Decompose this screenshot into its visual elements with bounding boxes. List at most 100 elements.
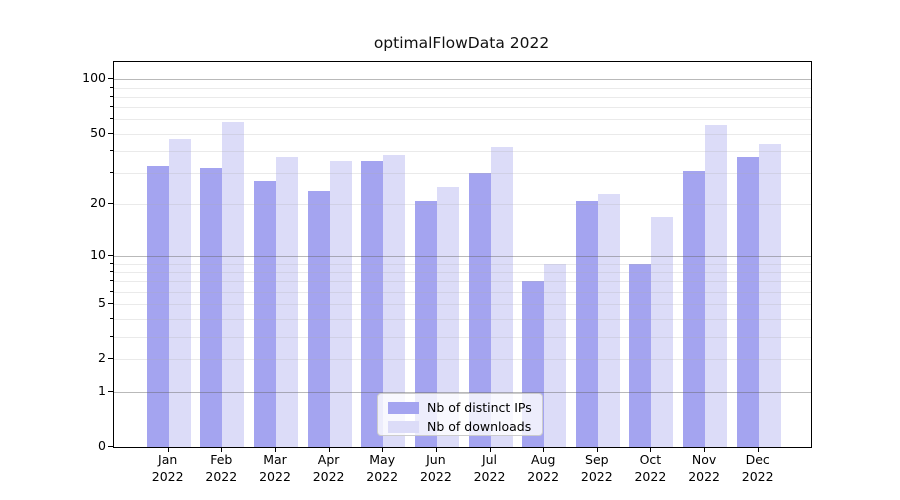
y-tick-label-100: 100 xyxy=(82,70,106,86)
bar-apr-downloads xyxy=(329,161,352,447)
x-tick-mark-nov xyxy=(704,447,706,452)
gridline-y-80 xyxy=(114,96,811,98)
legend-item-distinct-ips: Nb of distinct IPs xyxy=(388,399,542,416)
x-tick-label-jun: Jun 2022 xyxy=(419,452,452,484)
y-minor-tick-mark xyxy=(110,290,113,292)
y-tick-label-5: 5 xyxy=(98,295,106,311)
y-minor-tick-mark xyxy=(110,270,113,272)
bar-nov-downloads xyxy=(705,124,728,447)
y-minor-tick-mark xyxy=(110,172,113,174)
x-tick-label-apr: Apr 2022 xyxy=(312,452,345,484)
gridline-y-5 xyxy=(114,304,811,306)
y-minor-tick-mark xyxy=(110,280,113,282)
bar-jul-downloads xyxy=(490,147,513,447)
gridline-y-10 xyxy=(114,255,811,257)
gridline-y-1 xyxy=(114,391,811,393)
chart-title: optimalFlowData 2022 xyxy=(373,34,550,52)
gridline-y-60 xyxy=(114,119,811,121)
y-tick-mark xyxy=(108,358,113,360)
bar-mar-distinct-ips xyxy=(254,181,276,447)
bar-may-distinct-ips xyxy=(361,161,384,447)
x-tick-label-nov: Nov 2022 xyxy=(688,452,720,484)
x-tick-label-jan: Jan 2022 xyxy=(151,452,184,484)
y-tick-label-50: 50 xyxy=(90,124,106,140)
y-minor-tick-mark xyxy=(110,150,113,152)
x-tick-mark-jun xyxy=(435,447,437,452)
y-minor-tick-mark xyxy=(110,335,113,337)
x-tick-mark-sep xyxy=(596,447,598,452)
y-tick-mark xyxy=(108,303,113,305)
gridline-y-3 xyxy=(114,336,811,338)
bar-sep-distinct-ips xyxy=(575,200,598,447)
legend-item-downloads: Nb of downloads xyxy=(388,418,542,435)
x-tick-mark-apr xyxy=(328,447,330,452)
y-tick-label-2: 2 xyxy=(98,350,106,366)
x-tick-label-dec: Dec 2022 xyxy=(741,452,774,484)
gridline-y-100 xyxy=(114,79,811,81)
bar-nov-distinct-ips xyxy=(683,170,706,447)
bar-aug-downloads xyxy=(544,263,567,447)
bar-dec-distinct-ips xyxy=(736,157,759,447)
legend-swatch-downloads xyxy=(388,420,419,433)
gridline-y-40 xyxy=(114,151,811,153)
legend-label-downloads: Nb of downloads xyxy=(427,419,532,434)
bar-dec-downloads xyxy=(758,143,781,447)
bar-jul-distinct-ips xyxy=(468,173,491,447)
gridline-y-9 xyxy=(114,263,811,265)
y-minor-tick-mark xyxy=(110,86,113,88)
x-tick-mark-jan xyxy=(167,447,169,452)
y-tick-label-10: 10 xyxy=(90,246,106,262)
y-tick-mark xyxy=(108,390,113,392)
legend: Nb of distinct IPs Nb of downloads xyxy=(377,393,543,436)
x-tick-mark-oct xyxy=(650,447,652,452)
x-tick-mark-mar xyxy=(275,447,276,452)
bar-jan-downloads xyxy=(168,138,191,447)
y-tick-mark xyxy=(108,78,113,80)
x-tick-label-aug: Aug 2022 xyxy=(527,452,560,484)
bar-feb-downloads xyxy=(222,122,245,447)
x-tick-label-may: May 2022 xyxy=(366,452,399,484)
gridline-y-30 xyxy=(114,173,811,175)
y-minor-tick-mark xyxy=(110,118,113,120)
x-tick-label-oct: Oct 2022 xyxy=(634,452,667,484)
y-minor-tick-mark xyxy=(110,106,113,108)
y-tick-label-20: 20 xyxy=(90,195,106,211)
bar-oct-downloads xyxy=(651,216,674,447)
gridline-y-20 xyxy=(114,204,811,206)
x-tick-mark-aug xyxy=(543,447,545,452)
y-minor-tick-mark xyxy=(110,317,113,319)
y-minor-tick-mark xyxy=(110,95,113,97)
x-tick-label-sep: Sep 2022 xyxy=(580,452,613,484)
x-tick-mark-dec xyxy=(757,447,759,452)
gridline-y-4 xyxy=(114,318,811,320)
gridline-y-50 xyxy=(114,133,811,135)
bar-may-downloads xyxy=(383,155,406,447)
gridline-y-90 xyxy=(114,87,811,89)
gridline-y-7 xyxy=(114,281,811,283)
y-tick-label-0: 0 xyxy=(98,438,106,453)
x-tick-label-mar: Mar 2022 xyxy=(259,452,291,484)
y-minor-tick-mark xyxy=(110,262,113,264)
x-tick-label-jul: Jul 2022 xyxy=(473,452,506,484)
x-tick-mark-feb xyxy=(221,447,223,452)
bar-mar-downloads xyxy=(276,157,298,447)
bar-jun-downloads xyxy=(436,187,459,447)
bar-jun-distinct-ips xyxy=(414,200,437,447)
y-tick-mark xyxy=(108,132,113,134)
gridline-y-70 xyxy=(114,107,811,109)
y-tick-mark xyxy=(108,446,113,447)
gridline-y-8 xyxy=(114,271,811,273)
gridline-y-6 xyxy=(114,291,811,293)
x-tick-mark-may xyxy=(382,447,384,452)
bar-feb-distinct-ips xyxy=(200,168,223,447)
x-tick-mark-jul xyxy=(489,447,491,452)
legend-label-distinct-ips: Nb of distinct IPs xyxy=(427,400,532,415)
y-tick-mark xyxy=(108,254,113,256)
x-tick-label-feb: Feb 2022 xyxy=(205,452,238,484)
bar-jan-distinct-ips xyxy=(146,166,169,447)
gridline-y-2 xyxy=(114,359,811,361)
bar-sep-downloads xyxy=(597,193,620,447)
legend-swatch-distinct-ips xyxy=(388,401,419,414)
y-tick-mark xyxy=(108,203,113,205)
